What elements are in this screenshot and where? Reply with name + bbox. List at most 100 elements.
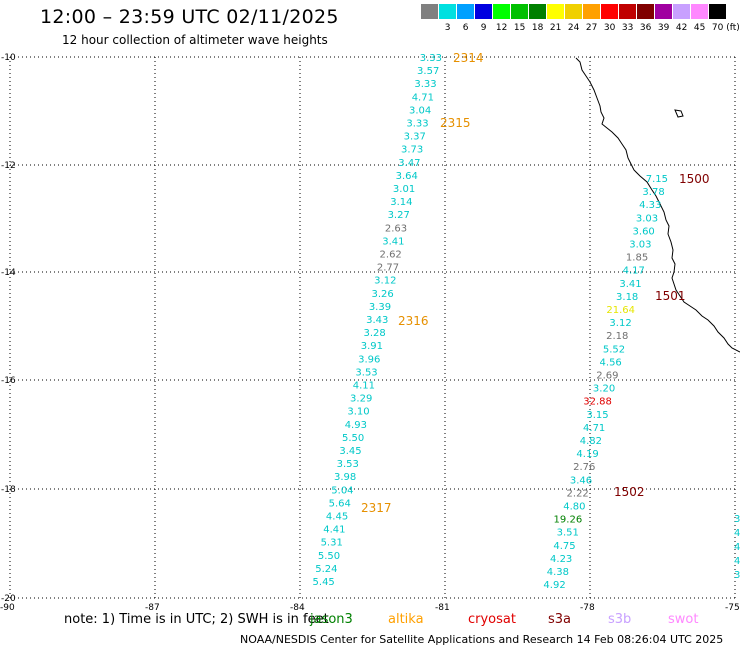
mission-s3b: s3b [608, 612, 632, 627]
scale-label: 42 [675, 23, 688, 33]
scale-unit: (ft) [726, 23, 740, 33]
wave-height-value: 7.15 [646, 174, 668, 185]
scale-swatch [583, 4, 601, 19]
wave-height-value: 3.91 [361, 341, 383, 352]
wave-height-value: 4.80 [563, 502, 585, 513]
wave-height-value: 3.01 [393, 184, 415, 195]
wave-height-value: 3.10 [347, 407, 369, 418]
wave-height-value: 3.60 [633, 226, 655, 237]
scale-swatch [691, 4, 709, 19]
wave-height-value: 4.45 [326, 512, 348, 523]
wave-height-value: 2.22 [567, 488, 589, 499]
wave-height-value: 4.56 [600, 357, 622, 368]
scale-label: 15 [513, 23, 526, 33]
scale-swatch [547, 4, 565, 19]
wave-height-value: 4.11 [353, 381, 375, 392]
scale-label: 27 [585, 23, 598, 33]
wave-height-value: 3.27 [388, 210, 410, 221]
chart-subtitle: 12 hour collection of altimeter wave hei… [62, 33, 328, 47]
wave-height-value: 3.03 [629, 240, 651, 251]
wave-height-value: 4.19 [576, 449, 598, 460]
scale-swatch [421, 4, 439, 19]
scale-label: 45 [693, 23, 706, 33]
scale-label: 3 [444, 23, 451, 33]
island [674, 109, 684, 118]
scale-swatch [619, 4, 637, 19]
wave-height-value: 3.18 [616, 292, 638, 303]
mission-s3a: s3a [548, 612, 572, 627]
coastline [575, 57, 740, 353]
wave-height-value: 2.18 [606, 331, 628, 342]
y-tick-label: -12 [1, 161, 16, 171]
wave-height-value: 2.77 [377, 263, 399, 274]
wave-height-value: 3.15 [586, 410, 608, 421]
wave-height-value: 3.57 [417, 66, 439, 77]
wave-height-value: 5.31 [321, 538, 343, 549]
chart-title: 12:00 – 23:59 UTC 02/11/2025 [40, 6, 339, 28]
wave-height-value: 3.03 [636, 213, 658, 224]
wave-height-value: 5.64 [329, 498, 351, 509]
y-tick-label: -20 [1, 594, 16, 604]
wave-height-value: 3.29 [350, 394, 372, 405]
wave-height-value: 4.41 [323, 525, 345, 536]
wave-height-value: 3.45 [339, 446, 361, 457]
wave-height-value: 2.76 [573, 462, 595, 473]
wave-height-value: 5.50 [342, 433, 364, 444]
wave-height-value: 3.53 [337, 459, 359, 470]
wave-height-value: 2.69 [596, 371, 618, 382]
wave-height-value: 3.37 [404, 132, 426, 143]
wave-height-value: 3.39 [369, 302, 391, 313]
mission-altika: altika [388, 612, 424, 627]
wave-height-value: 4.71 [583, 423, 605, 434]
scale-swatch [637, 4, 655, 19]
track-time-label: 2316 [398, 314, 429, 328]
scale-swatch [709, 4, 727, 19]
wave-height-value: 3.96 [358, 354, 380, 365]
scale-label: 21 [549, 23, 562, 33]
wave-height-value: 5.50 [318, 551, 340, 562]
mission-swot: swot [668, 612, 699, 627]
scale-swatch [457, 4, 475, 19]
wave-height-value: 3.41 [382, 236, 404, 247]
wave-height-value: 3.53 [355, 367, 377, 378]
x-tick-label: -75 [725, 603, 740, 613]
wave-height-value: 3.51 [557, 528, 579, 539]
wave-height-value: 3.41 [619, 279, 641, 290]
scale-swatch [565, 4, 583, 19]
wave-height-value: 4 [734, 556, 740, 567]
scale-swatch [601, 4, 619, 19]
wave-height-value: 3.14 [390, 197, 412, 208]
wave-height-value: 5.45 [313, 577, 335, 588]
mission-cryosat: cryosat [468, 612, 516, 627]
scale-label: 18 [531, 23, 544, 33]
scale-swatch [493, 4, 511, 19]
wave-height-value: 5.52 [603, 344, 625, 355]
scale-label: 30 [603, 23, 616, 33]
wave-height-value: 4.71 [412, 92, 434, 103]
wave-height-value: 3.20 [593, 384, 615, 395]
x-tick-label: -87 [145, 603, 160, 613]
track-time-label: 1502 [614, 485, 645, 499]
wave-height-value: 3.33 [420, 53, 442, 64]
x-tick-label: -84 [290, 603, 305, 613]
wave-height-value: 2.62 [380, 250, 402, 261]
wave-height-value: 3.73 [401, 145, 423, 156]
x-tick-label: -81 [435, 603, 450, 613]
scale-label: 12 [495, 23, 508, 33]
x-tick-label: -78 [580, 603, 595, 613]
scale-label: 33 [621, 23, 634, 33]
wave-height-value: 3.12 [609, 318, 631, 329]
wave-height-value: 3.26 [371, 289, 393, 300]
footer-note: note: 1) Time is in UTC; 2) SWH is in fe… [64, 612, 329, 627]
wave-height-value: 3.33 [414, 79, 436, 90]
wave-height-value: 4.82 [580, 436, 602, 447]
scale-swatch [655, 4, 673, 19]
wave-height-value: 4 [734, 528, 740, 539]
wave-height-value: 4.33 [639, 200, 661, 211]
wave-height-value: 3.28 [363, 328, 385, 339]
scale-label: 39 [657, 23, 670, 33]
scale-label: 70 [711, 23, 724, 33]
scale-swatch [529, 4, 547, 19]
y-tick-label: -16 [1, 376, 16, 386]
